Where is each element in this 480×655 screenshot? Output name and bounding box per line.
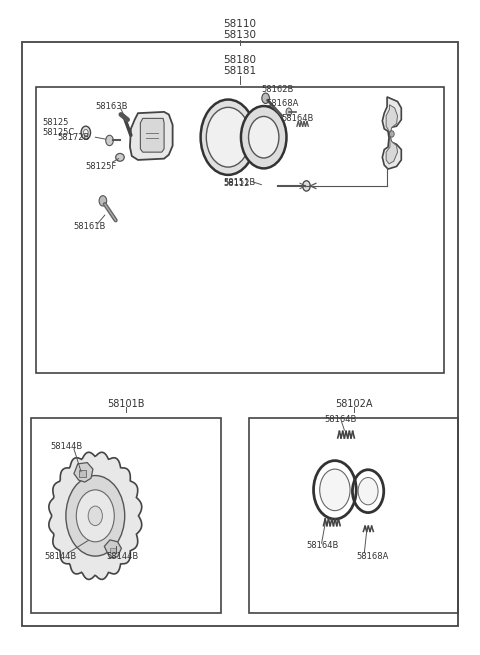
Text: 58130: 58130 bbox=[224, 30, 256, 40]
Circle shape bbox=[206, 107, 250, 167]
Bar bbox=[250, 419, 458, 613]
Circle shape bbox=[358, 477, 378, 505]
Text: 58172B: 58172B bbox=[57, 133, 90, 141]
Bar bbox=[110, 548, 116, 553]
Text: 58168A: 58168A bbox=[356, 552, 389, 561]
Text: 58112: 58112 bbox=[223, 179, 250, 188]
Text: 58164B: 58164B bbox=[306, 540, 339, 550]
Text: 58168A: 58168A bbox=[266, 99, 299, 108]
Text: 58125F: 58125F bbox=[86, 162, 117, 171]
Circle shape bbox=[389, 131, 394, 137]
Circle shape bbox=[66, 476, 125, 556]
Text: 58164B: 58164B bbox=[324, 415, 357, 424]
Text: 58181: 58181 bbox=[223, 66, 257, 76]
Text: 58125C: 58125C bbox=[42, 128, 74, 137]
Text: 58101B: 58101B bbox=[108, 399, 145, 409]
Text: 58144B: 58144B bbox=[106, 552, 138, 561]
Polygon shape bbox=[74, 462, 93, 482]
Circle shape bbox=[81, 126, 91, 139]
Circle shape bbox=[99, 196, 107, 206]
Circle shape bbox=[262, 93, 269, 103]
Text: 58163B: 58163B bbox=[96, 102, 128, 111]
Text: 58110: 58110 bbox=[224, 18, 256, 29]
Text: 58151B: 58151B bbox=[223, 178, 256, 187]
Bar bbox=[36, 87, 444, 373]
Text: 58144B: 58144B bbox=[50, 443, 83, 451]
Circle shape bbox=[201, 100, 256, 175]
Text: 58162B: 58162B bbox=[261, 84, 294, 94]
Text: 58102A: 58102A bbox=[335, 399, 372, 409]
Circle shape bbox=[88, 506, 102, 525]
Circle shape bbox=[302, 181, 310, 191]
Polygon shape bbox=[383, 97, 401, 169]
Circle shape bbox=[286, 108, 292, 116]
Text: 58161B: 58161B bbox=[73, 221, 106, 231]
Bar bbox=[31, 419, 221, 613]
Ellipse shape bbox=[116, 153, 124, 161]
Text: 58144B: 58144B bbox=[45, 552, 77, 561]
Polygon shape bbox=[130, 112, 173, 160]
Circle shape bbox=[76, 490, 114, 542]
Circle shape bbox=[241, 106, 287, 168]
Text: 58180: 58180 bbox=[224, 55, 256, 65]
Circle shape bbox=[249, 117, 279, 158]
Polygon shape bbox=[386, 105, 397, 164]
Circle shape bbox=[84, 130, 88, 136]
Bar bbox=[79, 470, 86, 477]
Polygon shape bbox=[140, 119, 164, 152]
Polygon shape bbox=[104, 540, 121, 558]
Text: 58164B: 58164B bbox=[282, 114, 314, 123]
Text: 58125: 58125 bbox=[42, 118, 69, 127]
Circle shape bbox=[320, 469, 350, 511]
Circle shape bbox=[106, 136, 113, 145]
Polygon shape bbox=[49, 452, 142, 580]
